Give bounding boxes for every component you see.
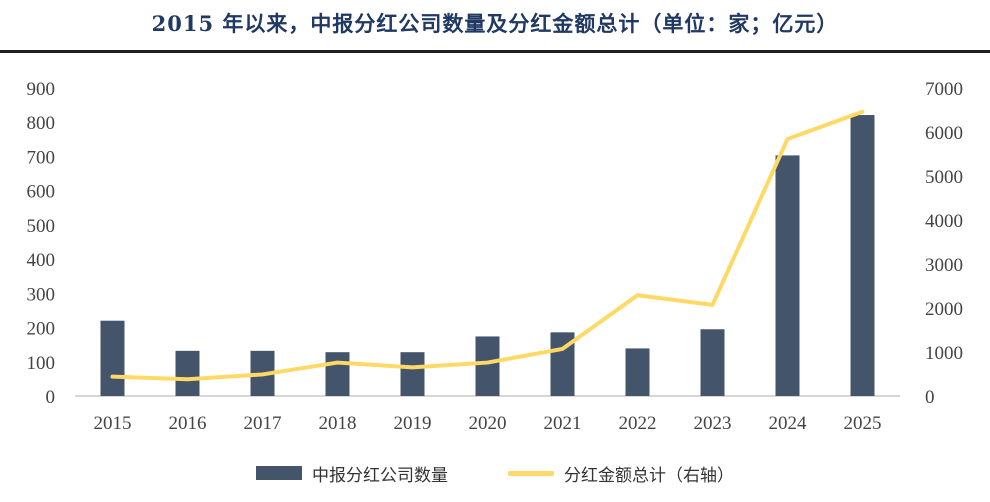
legend-bar-swatch — [256, 466, 302, 480]
x-axis-tick-label: 2017 — [244, 413, 282, 434]
bar — [625, 348, 650, 396]
x-axis-tick-label: 2023 — [694, 413, 732, 434]
legend-item-bars: 中报分红公司数量 — [256, 461, 448, 486]
legend-line-label: 分红金额总计（右轴） — [564, 465, 734, 486]
bar — [400, 352, 425, 396]
bar — [850, 115, 875, 396]
right-axis-tick-label: 3000 — [925, 255, 963, 276]
x-axis-tick-label: 2015 — [94, 413, 132, 434]
bar — [475, 336, 500, 396]
right-axis-tick-label: 1000 — [925, 343, 963, 364]
left-axis-tick-label: 600 — [27, 182, 56, 203]
bar — [775, 155, 800, 396]
left-axis-tick-label: 0 — [46, 387, 56, 408]
left-axis-tick-label: 500 — [27, 216, 56, 237]
x-axis-tick-label: 2018 — [319, 413, 357, 434]
legend-item-line: 分红金额总计（右轴） — [508, 461, 734, 486]
right-axis-tick-label: 2000 — [925, 299, 963, 320]
left-axis-tick-label: 100 — [27, 353, 56, 374]
bar — [175, 350, 200, 396]
right-axis-tick-label: 5000 — [925, 167, 963, 188]
x-axis-tick-label: 2016 — [169, 413, 207, 434]
right-axis-tick-label: 4000 — [925, 211, 963, 232]
x-axis-tick-label: 2024 — [769, 413, 808, 434]
chart-title: 2015 年以来，中报分红公司数量及分红金额总计（单位：家；亿元） — [151, 11, 839, 36]
x-axis-tick-label: 2019 — [394, 413, 432, 434]
legend-line-swatch — [508, 470, 554, 476]
left-axis-tick-label: 800 — [27, 113, 56, 134]
title-divider — [0, 50, 990, 53]
left-axis-tick-label: 200 — [27, 319, 56, 340]
left-axis-tick-label: 300 — [27, 284, 56, 305]
x-axis-tick-label: 2020 — [469, 413, 507, 434]
x-axis-tick-label: 2022 — [619, 413, 657, 434]
right-axis-tick-label: 7000 — [925, 79, 963, 100]
right-axis-tick-label: 0 — [925, 387, 935, 408]
chart-legend: 中报分红公司数量 分红金额总计（右轴） — [0, 456, 990, 490]
left-axis-tick-label: 400 — [27, 250, 56, 271]
legend-bar-label: 中报分红公司数量 — [312, 465, 448, 486]
combo-chart: 0 100 200 300 400 500 600 700 800 900 0 1000 2000 300… — [27, 79, 964, 434]
x-axis-tick-label: 2021 — [544, 413, 582, 434]
bar — [100, 320, 125, 396]
bar — [700, 329, 725, 396]
bar — [325, 352, 350, 396]
left-axis-tick-label: 900 — [27, 79, 56, 100]
right-axis-tick-label: 6000 — [925, 123, 963, 144]
x-axis-tick-label: 2025 — [844, 413, 882, 434]
left-axis-tick-label: 700 — [27, 147, 56, 168]
